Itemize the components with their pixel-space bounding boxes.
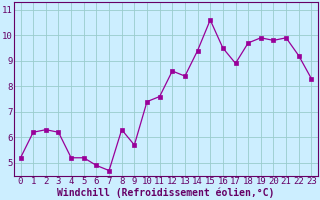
X-axis label: Windchill (Refroidissement éolien,°C): Windchill (Refroidissement éolien,°C)	[57, 187, 275, 198]
